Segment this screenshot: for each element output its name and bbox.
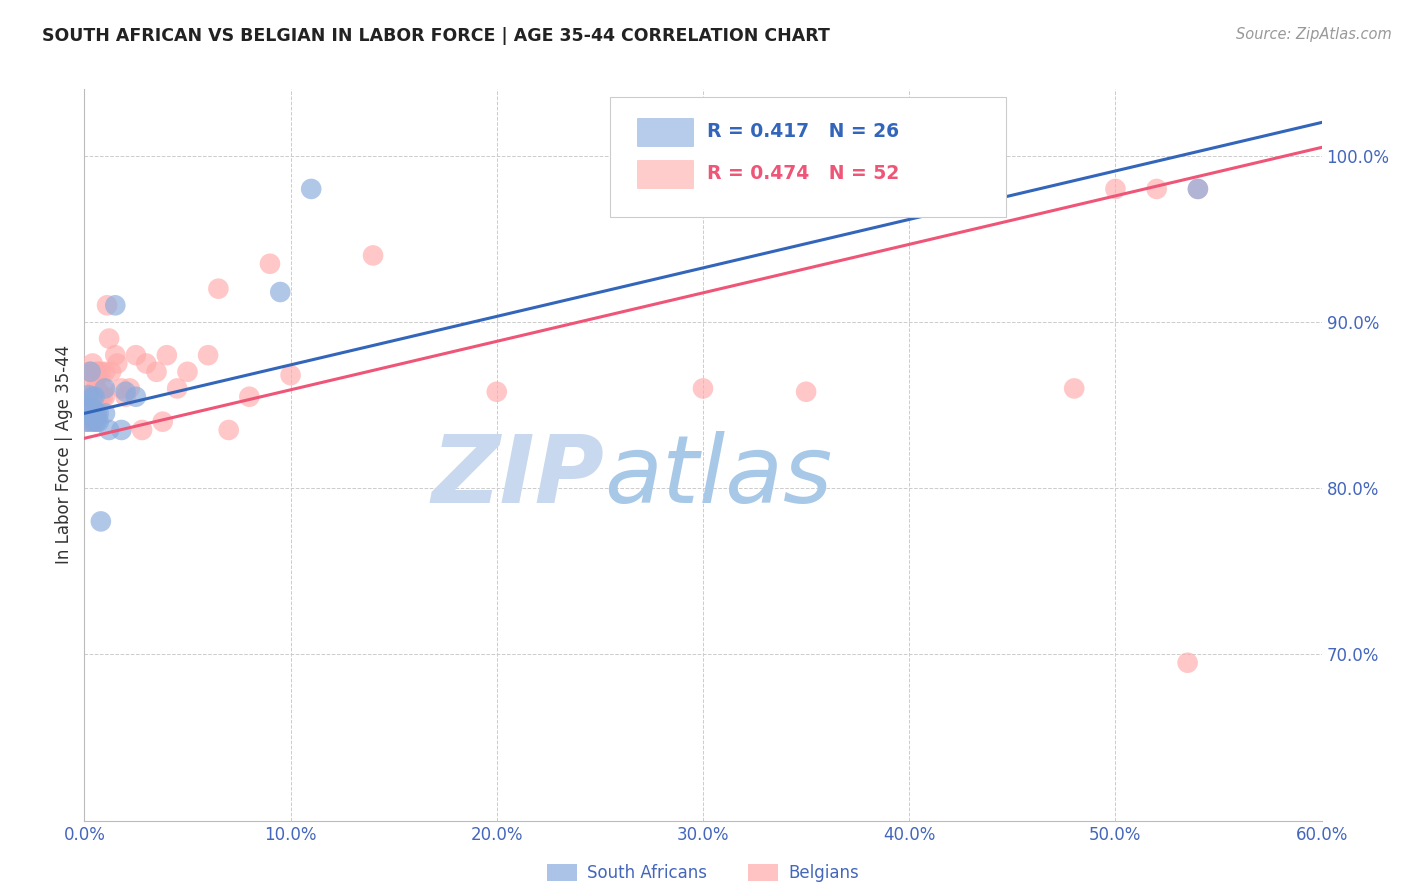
Point [79,365,101,379]
Point [90,390,112,404]
Point [94,406,117,420]
Point [104,348,127,362]
Point [75,415,97,429]
Point [90,515,112,529]
Point [131,423,153,437]
Point [361,248,384,262]
Point [114,390,136,404]
Text: R = 0.417   N = 26: R = 0.417 N = 26 [707,122,898,141]
Point [259,257,281,271]
Text: R = 0.474   N = 52: R = 0.474 N = 52 [707,164,898,183]
Point [94,365,117,379]
Text: ZIP: ZIP [432,431,605,523]
Point [82,415,104,429]
Point [105,357,128,371]
Y-axis label: In Labor Force | Age 35-44: In Labor Force | Age 35-44 [55,345,73,565]
Point [125,348,148,362]
Point [86,406,108,420]
Point [75,401,97,416]
Point [207,282,229,296]
Point [87,365,110,379]
Point [197,348,219,362]
Text: SOUTH AFRICAN VS BELGIAN IN LABOR FORCE | AGE 35-44 CORRELATION CHART: SOUTH AFRICAN VS BELGIAN IN LABOR FORCE … [42,27,830,45]
Point [83,381,105,395]
Point [83,390,105,404]
Point [86,381,108,395]
Point [280,368,302,383]
Point [485,384,508,399]
Point [83,415,105,429]
Point [86,365,108,379]
Text: atlas: atlas [605,432,832,523]
Point [692,381,714,395]
Point [82,357,104,371]
Point [110,381,132,395]
Point [86,415,108,429]
Point [87,406,110,420]
Point [1063,381,1085,395]
Point [110,423,132,437]
Point [218,423,240,437]
Point [82,401,104,416]
Point [77,388,100,402]
Legend: South Africans, Belgians: South Africans, Belgians [540,857,866,889]
FancyBboxPatch shape [637,119,693,146]
Point [100,365,122,379]
Point [87,390,110,404]
Point [82,390,104,404]
Point [238,390,260,404]
Point [83,373,105,387]
Point [98,332,121,346]
Text: Source: ZipAtlas.com: Source: ZipAtlas.com [1236,27,1392,42]
Point [91,390,114,404]
Point [145,365,167,379]
Point [166,381,188,395]
Point [299,182,322,196]
Point [1177,656,1199,670]
Point [79,415,101,429]
Point [87,415,110,429]
Point [75,390,97,404]
Point [83,390,105,404]
Point [125,390,148,404]
Point [156,348,179,362]
Point [104,298,127,312]
Point [98,423,121,437]
Point [152,415,174,429]
Point [96,298,118,312]
FancyBboxPatch shape [637,161,693,188]
Point [94,390,117,404]
Point [94,381,117,395]
Point [1146,182,1168,196]
Point [114,384,136,399]
FancyBboxPatch shape [610,96,1007,218]
Point [269,285,291,299]
Point [90,365,112,379]
Point [83,406,105,420]
Point [79,365,101,379]
Point [77,365,100,379]
Point [176,365,198,379]
Point [79,390,101,404]
Point [135,357,157,371]
Point [794,384,817,399]
Point [75,415,97,429]
Point [1187,182,1209,196]
Point [118,381,141,395]
Point [77,405,100,419]
Point [77,390,100,404]
Point [91,381,114,395]
Point [1187,182,1209,196]
Point [1104,182,1126,196]
